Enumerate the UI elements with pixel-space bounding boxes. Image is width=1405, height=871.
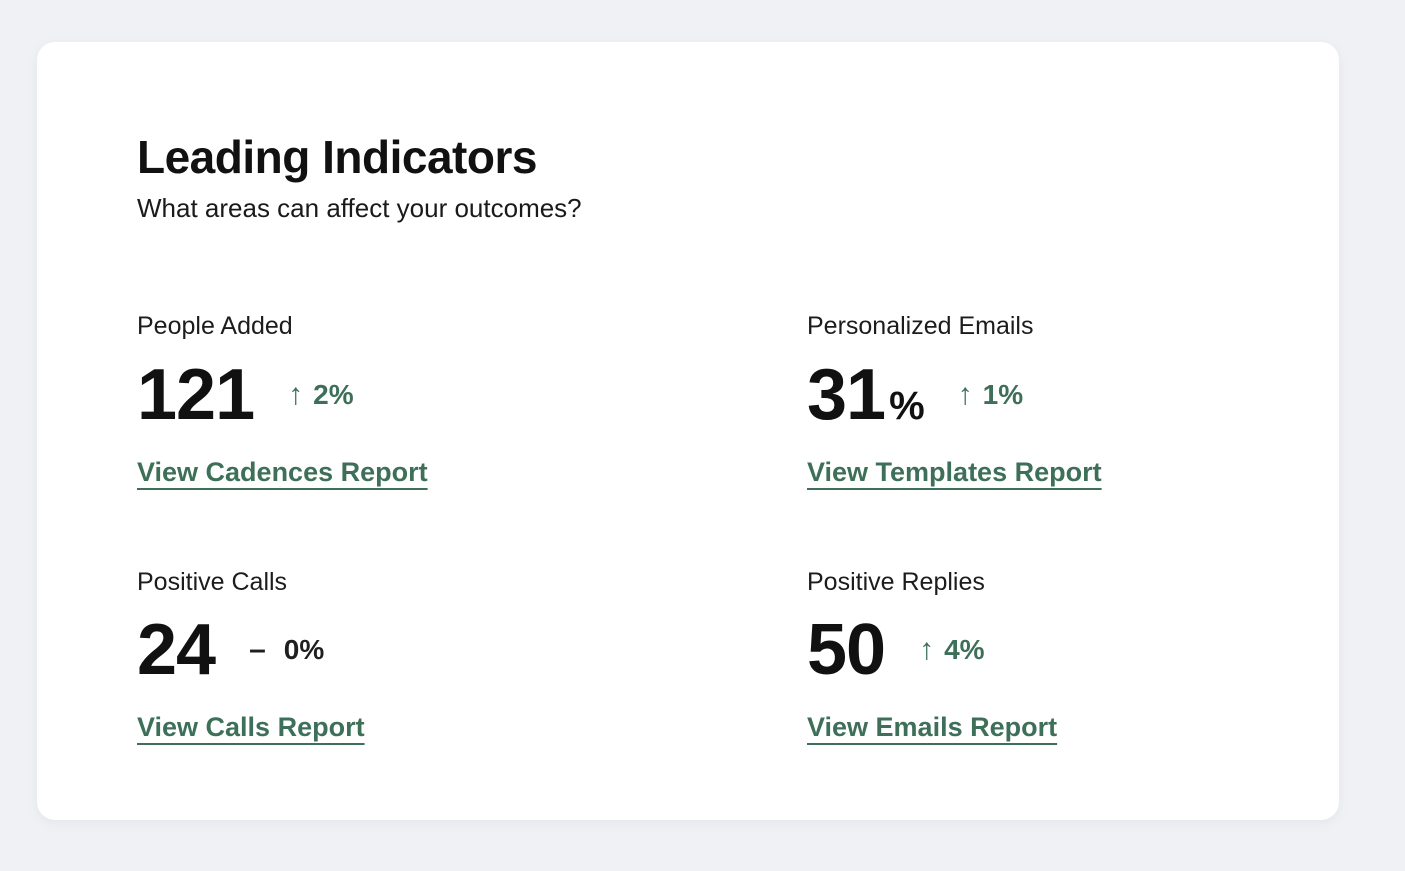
metric-delta-value: 4% bbox=[944, 634, 985, 666]
report-link-wrap: View Emails Report bbox=[807, 713, 1239, 743]
metric-label: People Added bbox=[137, 312, 293, 341]
metric-value-number: 24 bbox=[137, 610, 216, 691]
metric-delta-value: 0% bbox=[283, 634, 325, 666]
metric-label: Positive Replies bbox=[807, 567, 985, 596]
metric-value-number: 121 bbox=[137, 354, 255, 435]
view-report-link[interactable]: View Emails Report bbox=[807, 712, 1058, 743]
metric-value-row: 31% ↑ 1% bbox=[807, 359, 1239, 431]
metric-value: 24 bbox=[137, 614, 216, 686]
metrics-grid: People Added 121 ↑ 2% View Cadences Repo… bbox=[137, 312, 1239, 743]
metric-delta-value: 1% bbox=[982, 378, 1024, 410]
report-link-wrap: View Cadences Report bbox=[137, 456, 807, 488]
metric-value: 121 bbox=[137, 359, 255, 431]
metric-tile: Positive Replies 50 ↑ 4% View Emails Rep… bbox=[807, 568, 1239, 743]
card-subtitle: What areas can affect your outcomes? bbox=[137, 193, 582, 224]
metric-delta: ↑ 4% bbox=[919, 633, 984, 667]
metric-value-number: 31 bbox=[807, 354, 886, 435]
trend-up-icon: ↑ bbox=[288, 377, 304, 411]
metric-label: Personalized Emails bbox=[807, 312, 1034, 341]
metric-value-row: 50 ↑ 4% bbox=[807, 614, 1239, 686]
trend-up-icon: ↑ bbox=[919, 633, 935, 667]
metric-value: 31% bbox=[807, 359, 925, 431]
metric-value-row: 24 – 0% bbox=[137, 614, 807, 686]
card-title: Leading Indicators bbox=[137, 131, 537, 183]
metric-delta-value: 2% bbox=[313, 378, 354, 410]
metric-value-row: 121 ↑ 2% bbox=[137, 359, 807, 431]
leading-indicators-card: Leading Indicators What areas can affect… bbox=[37, 42, 1339, 820]
metric-delta: ↑ 1% bbox=[958, 378, 1023, 412]
metric-delta: – 0% bbox=[249, 633, 324, 667]
trend-flat-icon: – bbox=[249, 633, 266, 667]
metric-value-suffix: % bbox=[889, 383, 925, 428]
view-report-link[interactable]: View Templates Report bbox=[807, 456, 1102, 487]
view-report-link[interactable]: View Cadences Report bbox=[137, 456, 428, 487]
metric-tile: Personalized Emails 31% ↑ 1% View Templa… bbox=[807, 312, 1239, 487]
report-link-wrap: View Templates Report bbox=[807, 456, 1239, 488]
metric-value-number: 50 bbox=[807, 610, 886, 691]
view-report-link[interactable]: View Calls Report bbox=[137, 712, 365, 743]
metric-label: Positive Calls bbox=[137, 567, 288, 596]
metric-tile: Positive Calls 24 – 0% View Calls Report bbox=[137, 568, 807, 743]
report-link-wrap: View Calls Report bbox=[137, 713, 807, 743]
metric-delta: ↑ 2% bbox=[288, 378, 353, 412]
trend-up-icon: ↑ bbox=[957, 377, 973, 411]
metric-value: 50 bbox=[807, 614, 886, 686]
metric-tile: People Added 121 ↑ 2% View Cadences Repo… bbox=[137, 312, 807, 487]
